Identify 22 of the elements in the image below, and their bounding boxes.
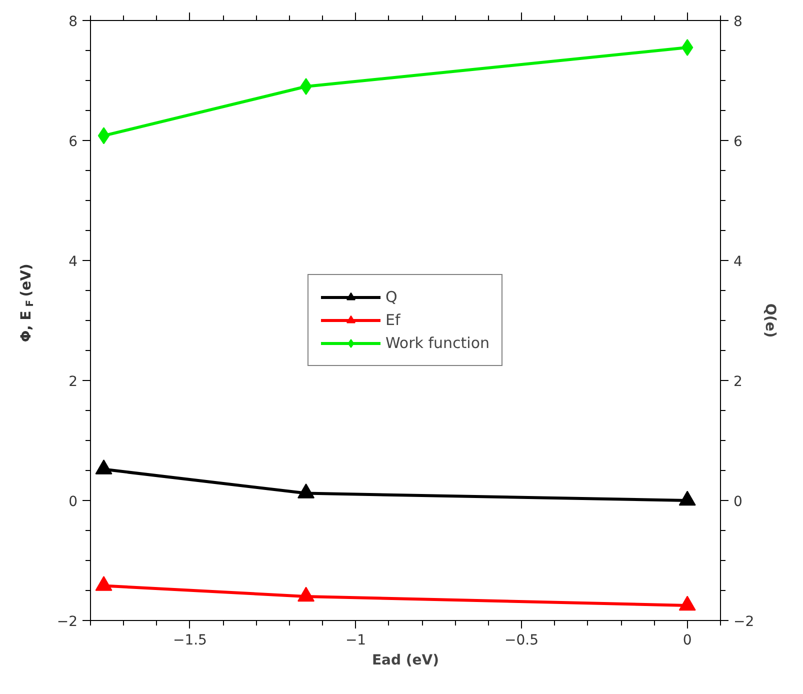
y-tick-label: 8: [68, 14, 78, 30]
x-axis-title: Ead (eV): [372, 652, 440, 668]
y2-tick-label: 2: [734, 374, 742, 390]
y2-tick-label: −2: [734, 614, 754, 630]
legend-label: Ef: [385, 311, 402, 329]
y-tick-label: −2: [56, 614, 78, 630]
y2-tick-label: 0: [734, 494, 742, 510]
x-tick-label: −1.5: [172, 632, 207, 648]
y-tick-label: 6: [68, 134, 78, 150]
x-tick-label: −0.5: [504, 632, 539, 648]
x-tick-label: 0: [682, 632, 692, 648]
y-tick-label: 4: [68, 254, 78, 270]
legend-label: Q: [385, 288, 398, 306]
y-tick-label: 0: [68, 494, 78, 510]
y2-tick-label: 6: [734, 134, 742, 150]
y2-axis-title: Q(e): [762, 303, 778, 338]
y-axis-title: Φ, EF (eV): [18, 264, 36, 342]
x-tick-label: −1: [345, 632, 366, 648]
legend-label: Work function: [385, 334, 490, 352]
y-tick-label: 2: [68, 374, 78, 390]
y2-tick-label: 4: [734, 254, 742, 270]
y2-tick-label: 8: [734, 14, 742, 30]
